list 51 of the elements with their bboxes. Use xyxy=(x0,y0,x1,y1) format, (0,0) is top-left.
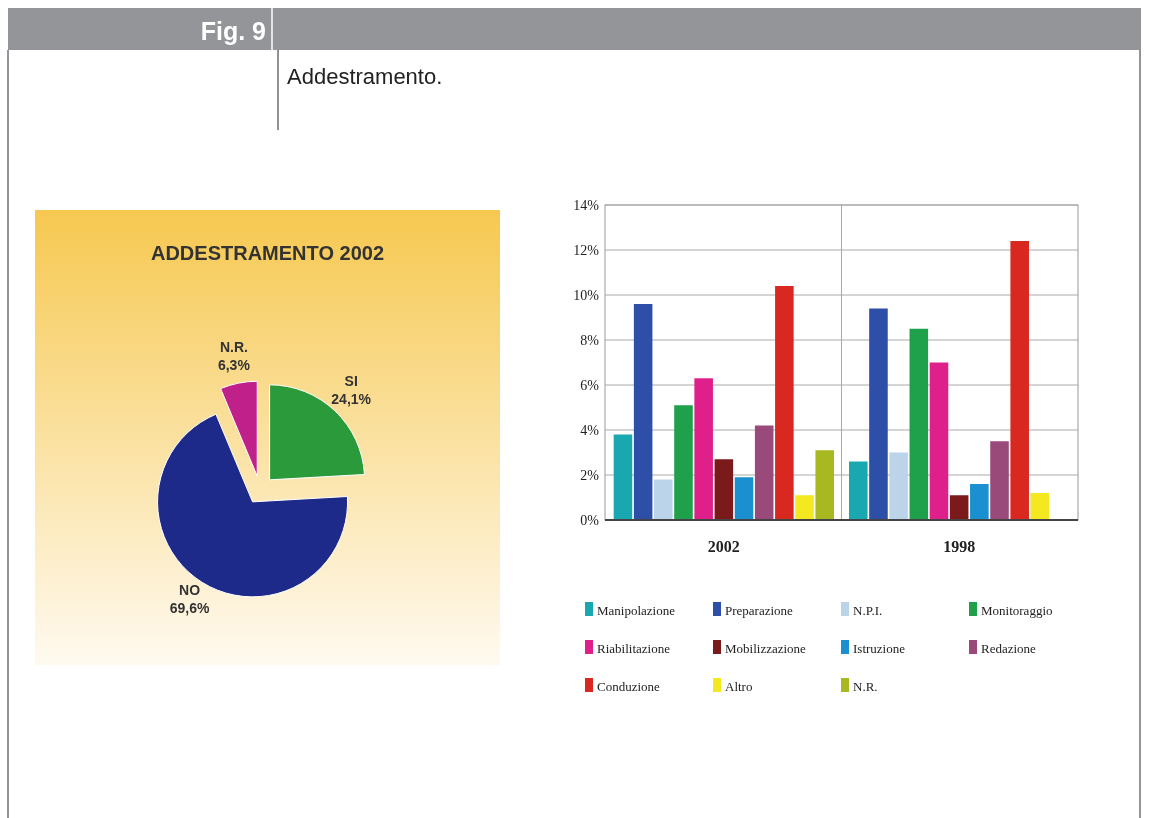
chart-title: ADDESTRAMENTO 2002 xyxy=(150,242,385,264)
bar xyxy=(734,477,754,520)
legend-label: Manipolazione xyxy=(597,603,676,618)
y-tick-label: 0% xyxy=(580,513,600,528)
bar xyxy=(889,452,908,520)
legend-label: Redazione xyxy=(981,641,1037,656)
x-tick-label: 1998 xyxy=(943,538,976,555)
legend-label: Istruzione xyxy=(853,641,906,656)
bar xyxy=(613,434,633,520)
bar xyxy=(775,286,794,520)
y-tick-label: 12% xyxy=(573,243,600,258)
slice-label: SI xyxy=(344,372,358,389)
y-tick-label: 6% xyxy=(580,378,600,393)
bar xyxy=(754,425,774,520)
bar xyxy=(849,461,868,520)
bar xyxy=(909,328,929,520)
legend-label: Riabilitazione xyxy=(597,641,671,656)
legend-label: Conduzione xyxy=(597,679,661,694)
y-tick-label: 2% xyxy=(580,468,600,483)
slice-label: NO xyxy=(179,581,201,598)
y-tick-label: 10% xyxy=(573,288,600,303)
legend-label: Preparazione xyxy=(725,603,794,618)
bar xyxy=(970,484,989,520)
legend-label: Monitoraggio xyxy=(981,603,1053,618)
bar xyxy=(795,495,814,520)
legend-label: N.P.I. xyxy=(853,603,883,618)
bar xyxy=(654,479,673,520)
text: Addestramento. xyxy=(287,64,443,89)
slice-label: N.R. xyxy=(219,338,248,355)
x-tick-label: 2002 xyxy=(707,538,740,555)
bar xyxy=(815,450,834,520)
bar xyxy=(1010,241,1029,520)
bar xyxy=(1030,493,1050,520)
bar xyxy=(949,495,969,520)
bar xyxy=(869,308,888,520)
y-tick-label: 14% xyxy=(573,198,600,213)
legend-label: Altro xyxy=(725,679,753,694)
bar xyxy=(929,362,949,520)
y-tick-label: 4% xyxy=(580,423,600,438)
bar xyxy=(714,459,734,520)
bar xyxy=(633,304,653,520)
bar xyxy=(990,441,1009,520)
legend-label: N.R. xyxy=(853,679,878,694)
data-label: 69,6% xyxy=(169,599,210,616)
y-tick-label: 8% xyxy=(580,333,600,348)
bar xyxy=(674,405,693,520)
data-label: 6,3% xyxy=(217,356,251,373)
data-label: 24,1% xyxy=(331,390,372,407)
bar xyxy=(694,378,713,520)
legend-label: Mobilizzazione xyxy=(725,641,807,656)
caption: Fig. 9 xyxy=(200,17,266,45)
